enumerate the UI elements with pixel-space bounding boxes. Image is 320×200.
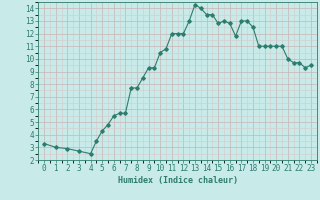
X-axis label: Humidex (Indice chaleur): Humidex (Indice chaleur) — [118, 176, 238, 185]
